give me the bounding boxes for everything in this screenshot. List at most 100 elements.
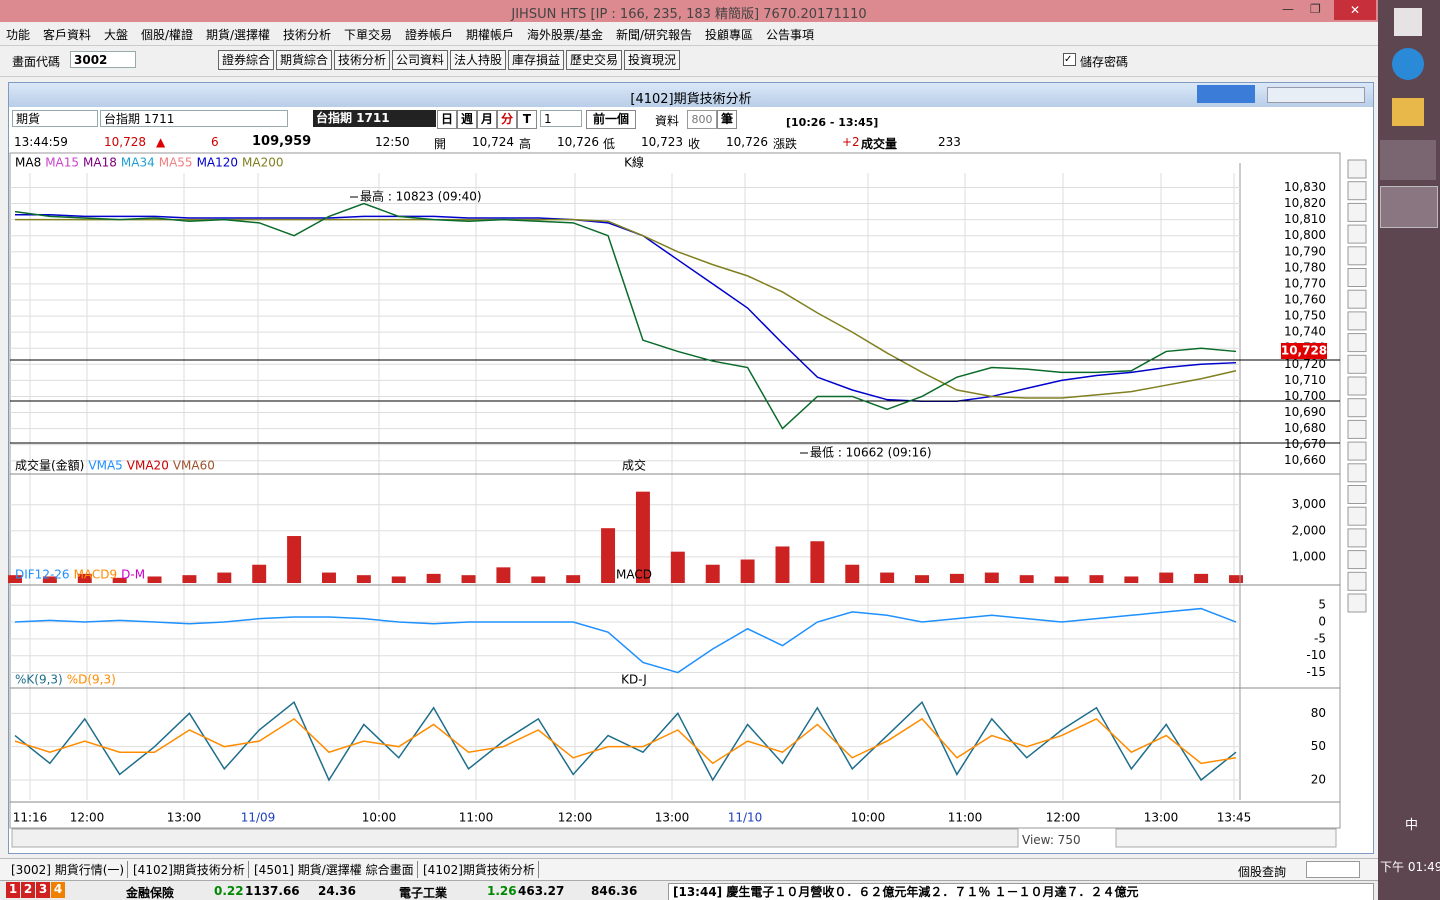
count[interactable]: 800 bbox=[687, 110, 717, 129]
toolbar-button[interactable]: 歷史交易 bbox=[566, 50, 623, 70]
tab[interactable]: [3002] 期貨行情(一) bbox=[8, 861, 129, 878]
inner-icons[interactable] bbox=[1197, 85, 1255, 103]
toolbar-button[interactable]: 法人持股 bbox=[450, 50, 507, 70]
app-title: JIHSUN HTS [IP : 166, 235, 183 精簡版] 7670… bbox=[511, 7, 867, 22]
checkbox[interactable]: ✓ bbox=[1063, 53, 1076, 66]
quote-value: 10,724 bbox=[472, 135, 514, 149]
news[interactable]: [13:44] 慶生電子１０月營收０．６２億元年減２．７１％ １－１０月達７．２… bbox=[668, 883, 1374, 900]
period-button[interactable]: 日 bbox=[437, 110, 457, 129]
tool-icon[interactable] bbox=[1347, 419, 1367, 439]
period-button[interactable]: 月 bbox=[477, 110, 497, 129]
ime[interactable]: 中 bbox=[1405, 818, 1419, 833]
quote-value: 233 bbox=[938, 135, 961, 149]
interval[interactable]: 1 bbox=[540, 110, 582, 127]
tool-icon[interactable] bbox=[1347, 224, 1367, 244]
menu-item[interactable]: 客戶資料 bbox=[43, 28, 92, 42]
toolbar-button[interactable]: 期貨綜合 bbox=[276, 50, 333, 70]
toolbar-button[interactable]: 技術分析 bbox=[334, 50, 391, 70]
page-button[interactable]: 4 bbox=[51, 882, 65, 898]
hts-icon[interactable] bbox=[1380, 186, 1438, 228]
y-tick-label: 10,780 bbox=[1284, 260, 1326, 274]
menu-item[interactable]: 期權帳戶 bbox=[466, 28, 515, 42]
tool-icon[interactable] bbox=[1347, 246, 1367, 266]
toolbar-button[interactable]: 證券綜合 bbox=[218, 50, 275, 70]
chart-background bbox=[9, 152, 1341, 829]
x-tick-label: 13:00 bbox=[167, 811, 202, 825]
x-tick-label: 11:16 bbox=[13, 811, 48, 825]
menu-item[interactable]: 證券帳戶 bbox=[405, 28, 454, 42]
start[interactable] bbox=[1394, 8, 1422, 36]
volume-bar bbox=[356, 575, 371, 583]
tool-icon[interactable] bbox=[1347, 528, 1367, 548]
tool-icon[interactable] bbox=[1347, 485, 1367, 504]
period-button[interactable]: 週 bbox=[457, 110, 477, 129]
maximize[interactable]: ❐ bbox=[1310, 2, 1321, 16]
tab[interactable]: [4102]期貨技術分析 bbox=[130, 861, 249, 878]
legend-entry: MA34 bbox=[121, 156, 155, 170]
save-password[interactable]: 儲存密碼 bbox=[1080, 55, 1129, 69]
x-tick-label: 11/10 bbox=[728, 811, 763, 825]
menu-item[interactable]: 新聞/研究報告 bbox=[616, 28, 693, 42]
page-button[interactable]: 1 bbox=[6, 882, 20, 898]
volume-bar bbox=[810, 541, 825, 583]
tool-icon[interactable] bbox=[1347, 593, 1367, 613]
tool-icon[interactable] bbox=[1347, 181, 1367, 201]
ie-icon[interactable] bbox=[1392, 48, 1424, 80]
stock-query[interactable]: 個股查詢 bbox=[1238, 865, 1287, 879]
menu-item[interactable]: 海外股票/基金 bbox=[527, 28, 604, 42]
inner-window-buttons[interactable] bbox=[1267, 87, 1365, 103]
tool-icon[interactable] bbox=[1347, 311, 1367, 331]
menu-item[interactable]: 期貨/選擇權 bbox=[206, 28, 271, 42]
tab[interactable]: [4501] 期貨/選擇權 綜合畫面 bbox=[251, 861, 418, 878]
tab[interactable]: [4102]期貨技術分析 bbox=[420, 861, 539, 878]
period-button[interactable]: 分 bbox=[497, 110, 517, 129]
menu-item[interactable]: 個股/權證 bbox=[141, 28, 194, 42]
tool-icon[interactable] bbox=[1347, 550, 1367, 570]
volume-bar bbox=[1124, 576, 1139, 583]
y-tick-label: 10,740 bbox=[1284, 325, 1326, 339]
count-unit[interactable]: 筆 bbox=[717, 110, 737, 129]
folder-icon[interactable] bbox=[1392, 98, 1424, 126]
tool-icon[interactable] bbox=[1347, 441, 1367, 461]
tool-icon[interactable] bbox=[1347, 159, 1367, 179]
tool-icon[interactable] bbox=[1347, 463, 1367, 483]
market-select[interactable]: 期貨 bbox=[12, 110, 98, 127]
tool-icon[interactable] bbox=[1347, 571, 1367, 591]
tool-icon[interactable] bbox=[1347, 333, 1367, 353]
sector-name: 電子工業 bbox=[399, 886, 448, 900]
menu-item[interactable]: 大盤 bbox=[104, 28, 129, 42]
toolbar-button[interactable]: 公司資料 bbox=[392, 50, 449, 70]
menu-item[interactable]: 下單交易 bbox=[344, 28, 393, 42]
page-button[interactable]: 2 bbox=[21, 882, 35, 898]
y-tick-label: -10 bbox=[1306, 648, 1326, 662]
prev-button[interactable]: 前一個 bbox=[586, 110, 636, 129]
tool-icon[interactable] bbox=[1347, 354, 1367, 374]
y-tick-label: 80 bbox=[1311, 706, 1326, 720]
period-button[interactable]: T bbox=[517, 110, 537, 129]
query-input[interactable] bbox=[1306, 861, 1360, 878]
indicator-line bbox=[14, 717, 1237, 765]
page-button[interactable]: 3 bbox=[36, 882, 50, 898]
paint-icon[interactable] bbox=[1380, 140, 1436, 180]
menu-item[interactable]: 投顧專區 bbox=[705, 28, 754, 42]
symbol-select[interactable]: 台指期 1711 bbox=[100, 110, 288, 127]
legend-entry: DIF12-26 bbox=[15, 568, 70, 582]
tool-icon[interactable] bbox=[1347, 289, 1367, 309]
minimize[interactable]: — bbox=[1282, 2, 1294, 16]
menu-item[interactable]: 公告事項 bbox=[766, 28, 815, 42]
volume-bar bbox=[1089, 575, 1104, 583]
tool-icon[interactable] bbox=[1347, 506, 1367, 526]
tool-icon[interactable] bbox=[1347, 202, 1367, 222]
volume-bar bbox=[915, 575, 930, 583]
close[interactable]: ✕ bbox=[1334, 0, 1376, 20]
tool-icon[interactable] bbox=[1347, 376, 1367, 396]
toolbar-button[interactable]: 庫存損益 bbox=[508, 50, 565, 70]
pane-title: K線 bbox=[624, 155, 644, 170]
menu-item[interactable]: 技術分析 bbox=[283, 28, 332, 42]
symbol-tag: 台指期 1711 bbox=[313, 110, 436, 127]
code-input[interactable]: 3002 bbox=[70, 51, 136, 68]
tool-icon[interactable] bbox=[1347, 398, 1367, 418]
menu-item[interactable]: 功能 bbox=[6, 28, 31, 42]
tool-icon[interactable] bbox=[1347, 268, 1367, 287]
toolbar-button[interactable]: 投資現況 bbox=[624, 50, 681, 70]
